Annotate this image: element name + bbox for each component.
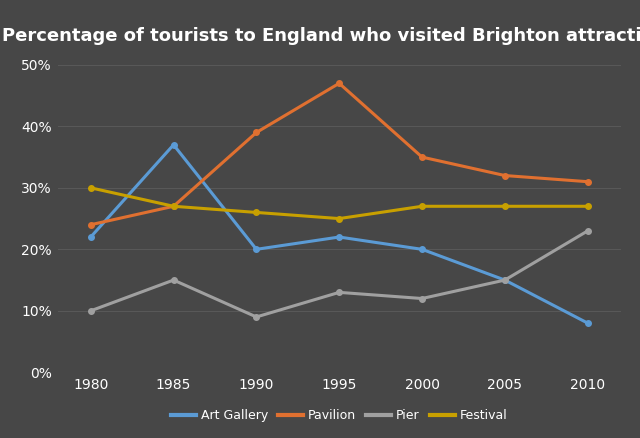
Line: Pier: Pier	[88, 228, 591, 320]
Pavilion	[87, 222, 95, 227]
Line: Art Gallery: Art Gallery	[88, 142, 591, 326]
Pavilion	[253, 130, 260, 135]
Line: Festival: Festival	[88, 185, 591, 221]
Pier	[584, 228, 591, 233]
Festival	[170, 204, 177, 209]
Pavilion	[584, 179, 591, 184]
Pavilion	[418, 155, 426, 160]
Pier	[87, 308, 95, 314]
Pier	[335, 290, 343, 295]
Pavilion	[501, 173, 509, 178]
Legend: Art Gallery, Pavilion, Pier, Festival: Art Gallery, Pavilion, Pier, Festival	[166, 404, 513, 427]
Pavilion	[335, 81, 343, 86]
Pier	[501, 277, 509, 283]
Pier	[253, 314, 260, 320]
Art Gallery	[584, 321, 591, 326]
Festival	[418, 204, 426, 209]
Art Gallery	[418, 247, 426, 252]
Art Gallery	[335, 234, 343, 240]
Festival	[253, 210, 260, 215]
Art Gallery	[501, 277, 509, 283]
Art Gallery	[253, 247, 260, 252]
Pavilion	[170, 204, 177, 209]
Art Gallery	[87, 234, 95, 240]
Pier	[418, 296, 426, 301]
Festival	[335, 216, 343, 221]
Title: Percentage of tourists to England who visited Brighton attractions: Percentage of tourists to England who vi…	[2, 28, 640, 46]
Festival	[87, 185, 95, 191]
Pier	[170, 277, 177, 283]
Festival	[501, 204, 509, 209]
Line: Pavilion: Pavilion	[88, 81, 591, 227]
Festival	[584, 204, 591, 209]
Art Gallery	[170, 142, 177, 148]
